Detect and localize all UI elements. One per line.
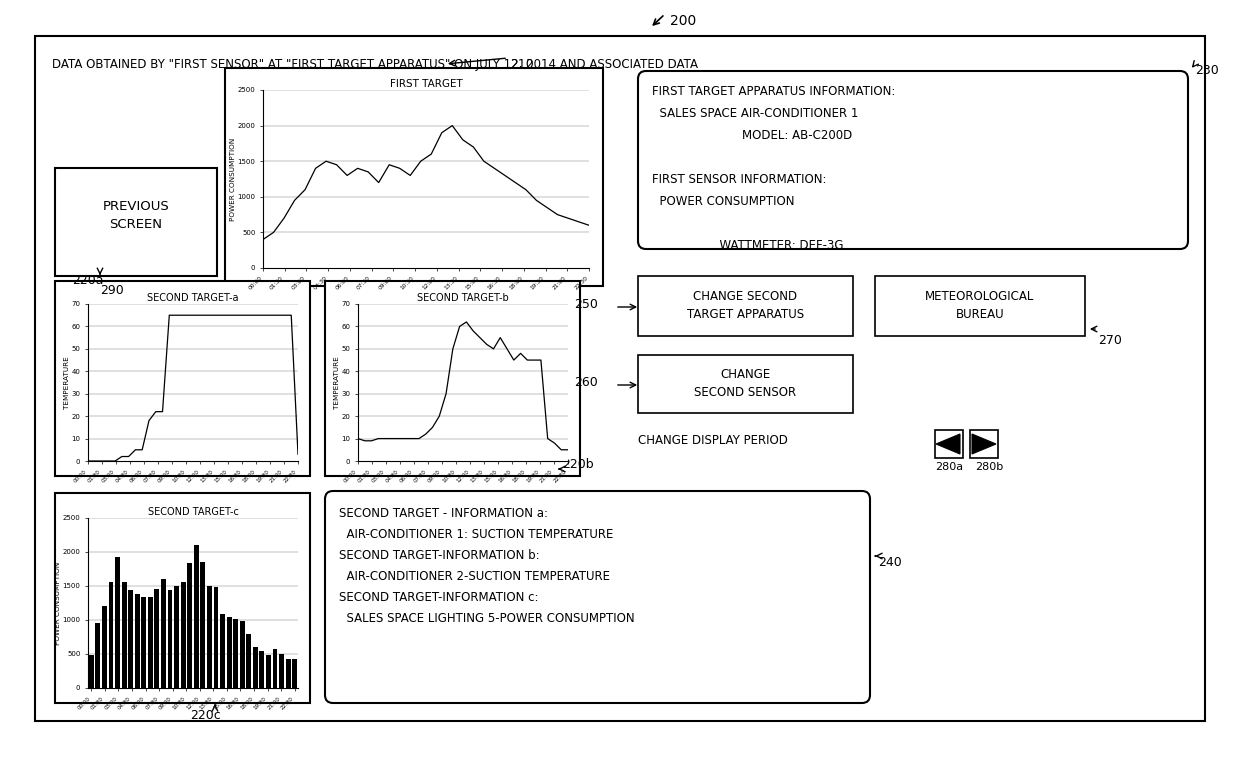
Bar: [35, 36, 1205, 721]
Y-axis label: POWER CONSUMPTION: POWER CONSUMPTION: [229, 137, 236, 220]
Text: SALES SPACE AIR-CONDITIONER 1: SALES SPACE AIR-CONDITIONER 1: [652, 107, 858, 120]
Bar: [293, 660, 298, 688]
Text: AIR-CONDITIONER 2-SUCTION TEMPERATURE: AIR-CONDITIONER 2-SUCTION TEMPERATURE: [339, 570, 610, 583]
Bar: [213, 587, 218, 688]
Text: 260: 260: [574, 376, 598, 389]
Title: SECOND TARGET-b: SECOND TARGET-b: [417, 293, 508, 303]
Text: SALES SPACE LIGHTING 5-POWER CONSUMPTION: SALES SPACE LIGHTING 5-POWER CONSUMPTION: [339, 612, 635, 625]
Bar: [55, 168, 217, 276]
Text: SECOND TARGET-INFORMATION b:: SECOND TARGET-INFORMATION b:: [339, 549, 539, 562]
Text: AIR-CONDITIONER 1: SUCTION TEMPERATURE: AIR-CONDITIONER 1: SUCTION TEMPERATURE: [339, 528, 614, 541]
Text: 220c: 220c: [190, 709, 221, 722]
Bar: [970, 430, 998, 458]
Bar: [122, 582, 126, 688]
Text: 220a: 220a: [72, 274, 103, 287]
Bar: [187, 563, 192, 688]
Text: CHANGE
SECOND SENSOR: CHANGE SECOND SENSOR: [694, 369, 796, 400]
FancyBboxPatch shape: [639, 71, 1188, 249]
Bar: [325, 281, 580, 476]
FancyBboxPatch shape: [325, 491, 870, 703]
Bar: [233, 619, 238, 688]
Text: 230: 230: [1195, 64, 1219, 77]
Bar: [279, 654, 284, 688]
Y-axis label: TEMPERATURE: TEMPERATURE: [334, 356, 340, 409]
Text: POWER CONSUMPTION: POWER CONSUMPTION: [652, 195, 795, 208]
Bar: [247, 633, 252, 688]
Bar: [227, 617, 232, 688]
Bar: [55, 281, 310, 476]
Bar: [155, 590, 160, 688]
Bar: [267, 656, 270, 688]
Bar: [285, 660, 290, 688]
Text: METEOROLOGICAL
BUREAU: METEOROLOGICAL BUREAU: [925, 290, 1034, 321]
Bar: [161, 579, 166, 688]
Bar: [115, 557, 120, 688]
Title: FIRST TARGET: FIRST TARGET: [389, 79, 463, 89]
Text: 280b: 280b: [975, 462, 1003, 472]
Bar: [95, 623, 100, 688]
Bar: [935, 430, 963, 458]
Bar: [148, 597, 153, 688]
Text: CHANGE DISPLAY PERIOD: CHANGE DISPLAY PERIOD: [639, 435, 787, 448]
Bar: [639, 276, 853, 336]
Bar: [253, 647, 258, 688]
Text: 250: 250: [574, 297, 598, 310]
Title: SECOND TARGET-c: SECOND TARGET-c: [148, 508, 238, 518]
Text: FIRST SENSOR INFORMATION:: FIRST SENSOR INFORMATION:: [652, 173, 827, 186]
Bar: [201, 562, 206, 688]
Bar: [135, 594, 140, 688]
Text: 220b: 220b: [562, 458, 594, 471]
Bar: [55, 493, 310, 703]
Text: 200: 200: [670, 14, 696, 28]
Title: SECOND TARGET-a: SECOND TARGET-a: [148, 293, 239, 303]
Bar: [128, 590, 133, 688]
Text: WATTMETER: DEF-3G: WATTMETER: DEF-3G: [652, 239, 843, 252]
Text: MODEL: AB-C200D: MODEL: AB-C200D: [652, 129, 852, 142]
Text: CHANGE SECOND
TARGET APPARATUS: CHANGE SECOND TARGET APPARATUS: [687, 290, 804, 321]
Bar: [167, 590, 172, 688]
Text: PREVIOUS
SCREEN: PREVIOUS SCREEN: [103, 200, 170, 231]
Bar: [273, 649, 278, 688]
Text: 280a: 280a: [935, 462, 963, 472]
Bar: [102, 606, 107, 688]
Bar: [193, 546, 198, 688]
Bar: [207, 586, 212, 688]
Bar: [109, 582, 113, 688]
Bar: [875, 276, 1085, 336]
Bar: [89, 656, 94, 688]
Bar: [639, 355, 853, 413]
Bar: [259, 650, 264, 688]
Text: 270: 270: [1097, 334, 1122, 347]
Bar: [219, 614, 224, 688]
Polygon shape: [936, 434, 960, 454]
Bar: [239, 622, 244, 688]
Text: 290: 290: [100, 284, 124, 297]
Text: FIRST TARGET APPARATUS INFORMATION:: FIRST TARGET APPARATUS INFORMATION:: [652, 85, 895, 98]
Bar: [224, 68, 603, 286]
Bar: [141, 597, 146, 688]
Text: SECOND TARGET-INFORMATION c:: SECOND TARGET-INFORMATION c:: [339, 591, 538, 604]
Text: 210: 210: [510, 58, 533, 71]
Polygon shape: [972, 434, 996, 454]
Y-axis label: POWER CONSUMPTION: POWER CONSUMPTION: [55, 561, 61, 645]
Text: SECOND TARGET - INFORMATION a:: SECOND TARGET - INFORMATION a:: [339, 507, 548, 520]
Bar: [181, 582, 186, 688]
Y-axis label: TEMPERATURE: TEMPERATURE: [64, 356, 69, 409]
Text: 240: 240: [878, 556, 901, 569]
Bar: [174, 586, 179, 688]
Text: DATA OBTAINED BY "FIRST SENSOR" AT "FIRST TARGET APPARATUS" ON JULY 12, 2014 AND: DATA OBTAINED BY "FIRST SENSOR" AT "FIRS…: [52, 58, 698, 71]
